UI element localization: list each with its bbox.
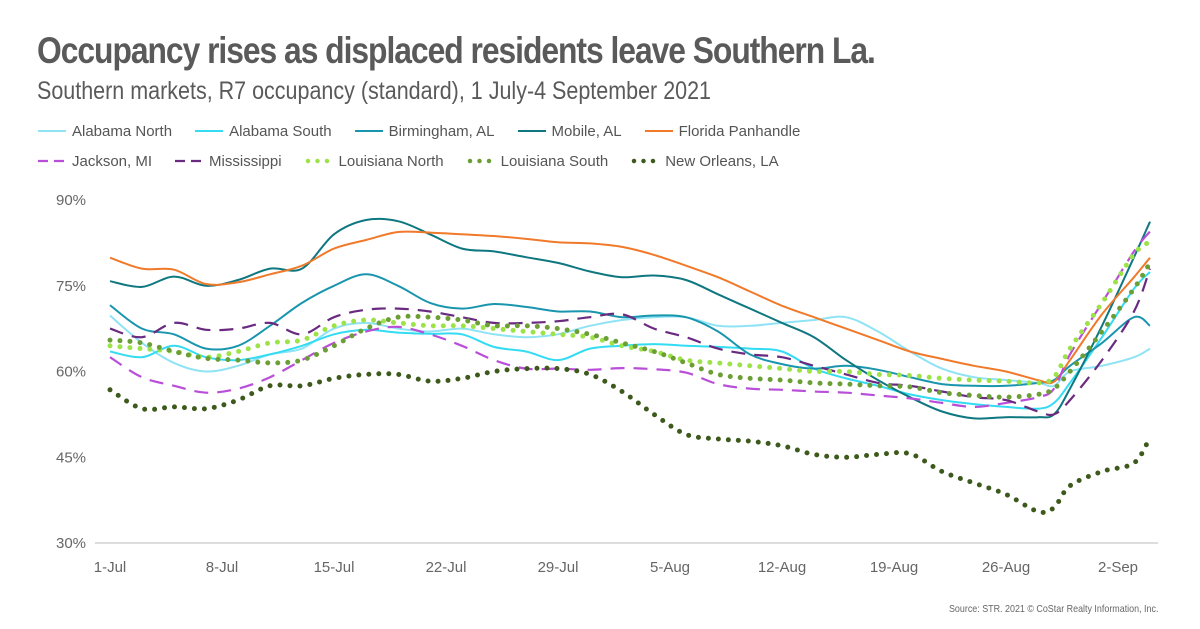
legend-label: Alabama South xyxy=(229,122,332,140)
legend-label: Mobile, AL xyxy=(551,122,622,140)
chart-subtitle: Southern markets, R7 occupancy (standard… xyxy=(37,77,712,105)
y-tick-label: 45% xyxy=(56,449,86,466)
y-tick-label: 60% xyxy=(56,364,86,381)
legend-item: Alabama South xyxy=(194,123,332,140)
legend-swatch-icon xyxy=(644,130,673,132)
series-line-jackson-mi xyxy=(109,230,1151,409)
x-tick-label: 29-Jul xyxy=(538,559,579,576)
x-tick-label: 8-Jul xyxy=(206,559,239,576)
legend-label: Birmingham, AL xyxy=(388,122,495,140)
series-line-mobile-al xyxy=(109,217,1151,420)
legend-label: Mississippi xyxy=(209,152,282,170)
legend-label: Jackson, MI xyxy=(72,152,153,170)
legend-item: Florida Panhandle xyxy=(644,122,801,140)
legend-label: Alabama North xyxy=(72,122,173,140)
legend-swatch-icon xyxy=(175,159,204,163)
x-tick-label: 26-Aug xyxy=(982,559,1030,576)
series-line-alabama-south xyxy=(109,271,1151,410)
legend-label: Florida Panhandle xyxy=(678,122,801,140)
x-tick-label: 15-Jul xyxy=(314,559,355,576)
legend-item: Alabama North xyxy=(37,123,172,140)
legend-item: Louisiana North xyxy=(304,153,444,170)
legend-item: Birmingham, AL xyxy=(354,123,495,140)
source-note: Source: STR. 2021 © CoStar Realty Inform… xyxy=(948,603,1158,615)
series-line-new-orleans-la xyxy=(107,365,1153,515)
series-line-alabama-north xyxy=(109,314,1151,388)
y-tick-label: 90% xyxy=(56,192,86,209)
legend-item: New Orleans, LA xyxy=(630,152,779,170)
legend-label: Louisiana South xyxy=(500,152,609,170)
y-tick-label: 30% xyxy=(56,535,86,552)
legend-label: Louisiana North xyxy=(338,152,444,170)
chart-title: Occupancy rises as displaced residents l… xyxy=(37,30,876,71)
x-tick-label: 12-Aug xyxy=(758,559,806,576)
x-tick-label: 1-Jul xyxy=(94,559,127,576)
legend-swatch-icon xyxy=(305,158,334,164)
legend-swatch-icon xyxy=(195,130,224,132)
series-line-birmingham-al xyxy=(109,273,1151,388)
series-line-louisiana-south xyxy=(107,260,1153,400)
y-tick-label: 75% xyxy=(56,278,86,295)
x-tick-label: 22-Jul xyxy=(426,559,467,576)
legend-swatch-icon xyxy=(517,130,546,132)
legend-item: Jackson, MI xyxy=(37,153,152,170)
legend-swatch-icon xyxy=(467,158,496,164)
legend-item: Mississippi xyxy=(174,153,282,170)
legend-swatch-icon xyxy=(38,159,66,163)
legend-swatch-icon xyxy=(38,130,66,132)
x-tick-label: 5-Aug xyxy=(650,559,690,576)
x-tick-label: 2-Sep xyxy=(1098,559,1138,576)
series-line-florida-panhandle xyxy=(109,230,1151,385)
legend: Alabama North Alabama South Birmingham, AL… xyxy=(37,116,1137,176)
legend-item: Louisiana South xyxy=(466,152,609,170)
legend-item: Mobile, AL xyxy=(517,123,622,140)
series-line-mississippi xyxy=(109,268,1152,417)
legend-row-2: Jackson, MI Mississippi Louisiana North Lou… xyxy=(37,146,1137,176)
axes: 90% 75% 60% 45% 30% 1-Jul 8-Jul 15-Jul 22-Jul 29-… xyxy=(56,192,1158,576)
series-lines xyxy=(107,217,1153,515)
legend-swatch-icon xyxy=(631,158,661,164)
x-tick-label: 19-Aug xyxy=(870,559,918,576)
legend-label: New Orleans, LA xyxy=(665,152,779,170)
legend-swatch-icon xyxy=(354,130,383,132)
legend-row-1: Alabama North Alabama South Birmingham, AL… xyxy=(37,116,1137,146)
